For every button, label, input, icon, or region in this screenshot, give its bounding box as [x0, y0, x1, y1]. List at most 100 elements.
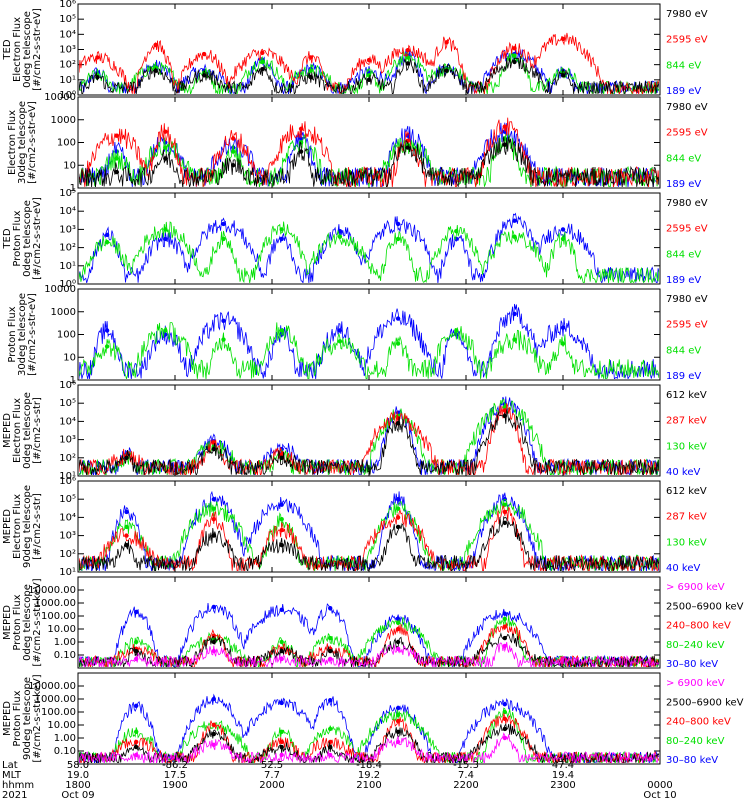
data-point: [163, 156, 168, 161]
legend-entry: 2500–6900 keV: [666, 697, 744, 708]
data-point: [298, 149, 304, 154]
data-point: [211, 533, 216, 538]
data-point: [298, 136, 304, 141]
data-point: [395, 620, 401, 625]
series-red: [79, 32, 659, 94]
x-tick-date: Oct 10: [643, 790, 676, 800]
data-point: [279, 516, 284, 522]
data-point: [395, 626, 401, 632]
data-point: [95, 55, 100, 60]
data-point: [163, 145, 168, 150]
legend-entry: 189 eV: [666, 179, 701, 190]
data-point: [279, 656, 284, 662]
data-point: [279, 648, 284, 654]
data-point: [279, 744, 284, 750]
x-tick-lat: 52.5: [261, 760, 283, 771]
data-point: [395, 316, 401, 321]
y-axis-label-line: [#/cm2-s-str-keV]: [32, 578, 43, 666]
y-axis-label-line: [#/cm2-s-str-eV]: [27, 101, 38, 184]
panel-1: 10⁰ 10¹ 10² 10³ 10⁴ 10⁵ 10⁶ TED Electron Flux 0de…: [2, 0, 708, 101]
data-point: [298, 126, 304, 132]
x-tick-hhmm: 0000: [647, 780, 672, 791]
legend-entry: 2595 eV: [666, 128, 708, 139]
y-tick-label: 10⁶: [59, 0, 76, 10]
data-point: [260, 50, 265, 56]
y-tick-label: 1: [70, 183, 76, 194]
data-point: [328, 726, 333, 732]
panel-7: 0.10 1.00 10.00 100.00 1000.00 10000.00 MEPED P…: [2, 576, 744, 670]
data-point: [231, 163, 236, 168]
data-point: [395, 739, 401, 745]
data-point: [114, 169, 120, 175]
y-tick-label: 10000: [44, 284, 76, 295]
series-trace: [79, 409, 659, 475]
series-trace: [79, 403, 659, 475]
data-point: [211, 516, 216, 522]
x-tick-lat: -18.4: [356, 760, 382, 771]
series-trace: [79, 303, 659, 379]
series-group: [79, 396, 659, 475]
data-point: [395, 705, 401, 711]
data-point: [328, 744, 333, 750]
data-point: [279, 227, 284, 232]
data-point: [124, 455, 129, 460]
series-red: [79, 403, 659, 475]
data-point: [134, 744, 139, 750]
data-point: [328, 656, 333, 662]
y-axis-label-line: Electron Flux: [12, 398, 23, 463]
data-point: [405, 47, 410, 53]
data-point: [308, 68, 313, 73]
legend-entry: 80–240 keV: [666, 640, 725, 651]
data-point: [502, 716, 507, 721]
x-tick-lat: -15.3: [453, 760, 479, 771]
x-tick-date: Oct 09: [61, 790, 94, 800]
y-tick-label: 10¹: [59, 567, 76, 578]
data-point: [395, 524, 401, 530]
data-point: [328, 605, 333, 611]
data-point: [201, 51, 207, 57]
legend-entry: 189 eV: [666, 275, 701, 286]
y-axis-label-line: Electron Flux: [12, 494, 23, 559]
y-axis-label-line: Electron Flux: [12, 17, 23, 82]
y-tick-label: 10³: [59, 45, 76, 56]
y-tick-label: 0.10: [54, 650, 76, 661]
data-point: [163, 236, 168, 242]
y-tick-label: 1: [70, 375, 76, 386]
series-trace: [79, 516, 659, 571]
series-group: [79, 32, 659, 94]
x-row-label: Lat: [2, 760, 18, 771]
data-point: [211, 497, 216, 502]
y-axis-label-line: 0deg telescope: [22, 392, 33, 469]
y-tick-label: 100.00: [41, 707, 76, 718]
y-tick-label: 10⁶: [59, 380, 76, 391]
series-trace: [79, 212, 659, 283]
series-group: [79, 490, 659, 571]
data-point: [502, 413, 507, 419]
x-tick-hhmm: 2100: [356, 780, 381, 791]
data-point: [211, 731, 216, 737]
data-point: [211, 722, 216, 728]
legend-entry: 80–240 keV: [666, 736, 725, 747]
data-point: [211, 446, 216, 452]
data-point: [560, 227, 566, 232]
data-point: [134, 639, 139, 645]
data-point: [279, 328, 284, 333]
data-point: [211, 506, 216, 511]
x-tick-mlt: 19.4: [552, 770, 574, 781]
y-tick-label: 100: [57, 138, 76, 149]
data-point: [279, 236, 284, 242]
y-tick-label: 10¹: [59, 261, 76, 272]
data-point: [560, 236, 566, 242]
data-point: [221, 318, 226, 324]
y-tick-label: 10⁴: [59, 206, 76, 217]
x-tick-hhmm: 2000: [259, 780, 284, 791]
data-point: [395, 729, 401, 734]
y-tick-label: 1.00: [54, 733, 76, 744]
y-axis-label-line: MEPED: [2, 605, 13, 640]
data-point: [163, 129, 168, 134]
data-point: [211, 648, 216, 654]
data-point: [454, 236, 459, 242]
panel-frame: [77, 576, 661, 669]
series-black: [79, 56, 659, 94]
series-trace: [79, 632, 659, 667]
